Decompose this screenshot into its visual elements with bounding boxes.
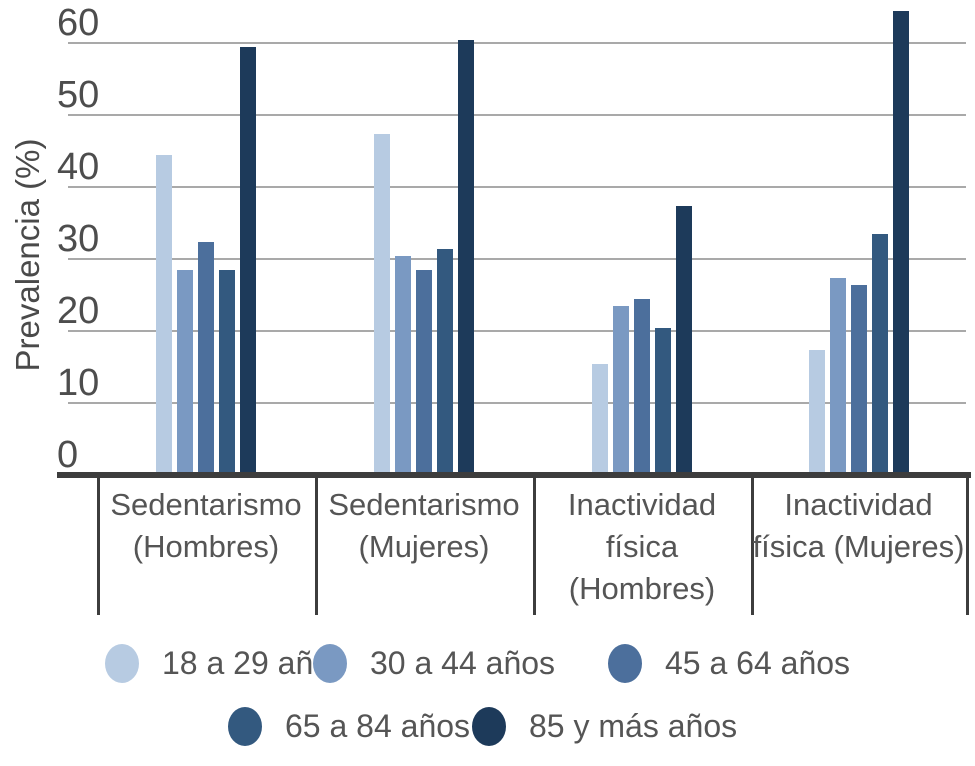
bar-1-3 (198, 242, 214, 472)
bar-2-5 (458, 40, 474, 472)
legend-marker-icon (228, 706, 262, 746)
gridline-40 (68, 186, 966, 188)
legend-label: 45 a 64 años (665, 644, 851, 681)
legend-label: 30 a 44 años (370, 644, 556, 681)
legend-item-4: 65 a 84 años (228, 706, 470, 746)
bar-3-5 (676, 206, 692, 472)
y-tick-label-0: 0 (57, 434, 79, 476)
category-label-line: física (605, 529, 679, 564)
bar-3-3 (634, 299, 650, 472)
legend-item-3: 45 a 64 años (608, 643, 850, 683)
y-tick-label-40: 40 (57, 146, 100, 188)
category-label-line: (Hombres) (568, 571, 716, 606)
category-divider-0 (97, 478, 100, 615)
legend-item-5: 85 y más años (472, 706, 737, 746)
bar-4-2 (830, 278, 846, 472)
legend-marker-icon (608, 643, 642, 683)
category-label-4: Inactividad física (Mujeres) (751, 484, 966, 568)
gridline-20 (68, 330, 966, 332)
y-axis-title: Prevalencia (%) (9, 138, 46, 372)
gridline-30 (68, 258, 966, 260)
legend-label: 65 a 84 años (285, 707, 471, 744)
category-label-line: Inactividad (567, 487, 717, 522)
legend-marker-icon (472, 706, 506, 746)
bar-1-1 (156, 155, 172, 472)
bar-4-5 (893, 11, 909, 472)
bar-1-4 (219, 270, 235, 472)
y-tick-label-20: 20 (57, 290, 100, 332)
y-tick-label-50: 50 (57, 74, 100, 116)
gridline-60 (68, 42, 966, 44)
category-divider-3 (751, 478, 754, 615)
bar-2-4 (437, 249, 453, 472)
legend-item-1: 18 a 29 años (105, 643, 347, 683)
category-label-line: (Mujeres) (358, 529, 490, 564)
bar-2-2 (395, 256, 411, 472)
legend-item-2: 30 a 44 años (313, 643, 555, 683)
category-divider-2 (533, 478, 536, 615)
bar-2-3 (416, 270, 432, 472)
bar-4-4 (872, 234, 888, 472)
category-label-line: Sedentarismo (110, 487, 302, 522)
legend-marker-icon (313, 643, 347, 683)
category-divider-1 (315, 478, 318, 615)
category-label-line: Inactividad (784, 487, 933, 522)
gridline-10 (68, 402, 966, 404)
bar-3-2 (613, 306, 629, 472)
bar-4-1 (809, 350, 825, 472)
bar-1-5 (240, 47, 256, 472)
y-tick-label-30: 30 (57, 218, 100, 260)
bar-3-4 (655, 328, 671, 472)
bar-2-1 (374, 134, 390, 472)
category-label-line: física (Mujeres) (752, 529, 965, 564)
category-label-line: Sedentarismo (328, 487, 520, 522)
category-divider-4 (966, 478, 969, 615)
y-tick-label-10: 10 (57, 362, 100, 404)
bar-4-3 (851, 285, 867, 472)
y-tick-label-60: 60 (57, 2, 100, 44)
category-label-1: Sedentarismo (Hombres) (97, 484, 315, 568)
legend-marker-icon (105, 643, 139, 683)
bar-1-2 (177, 270, 193, 472)
category-label-3: Inactividad física (Hombres) (533, 484, 751, 610)
category-label-line: (Hombres) (132, 529, 280, 564)
category-label-2: Sedentarismo (Mujeres) (315, 484, 533, 568)
x-axis-line (57, 472, 971, 478)
bar-3-1 (592, 364, 608, 472)
gridline-50 (68, 114, 966, 116)
legend-label: 85 y más años (529, 707, 738, 744)
